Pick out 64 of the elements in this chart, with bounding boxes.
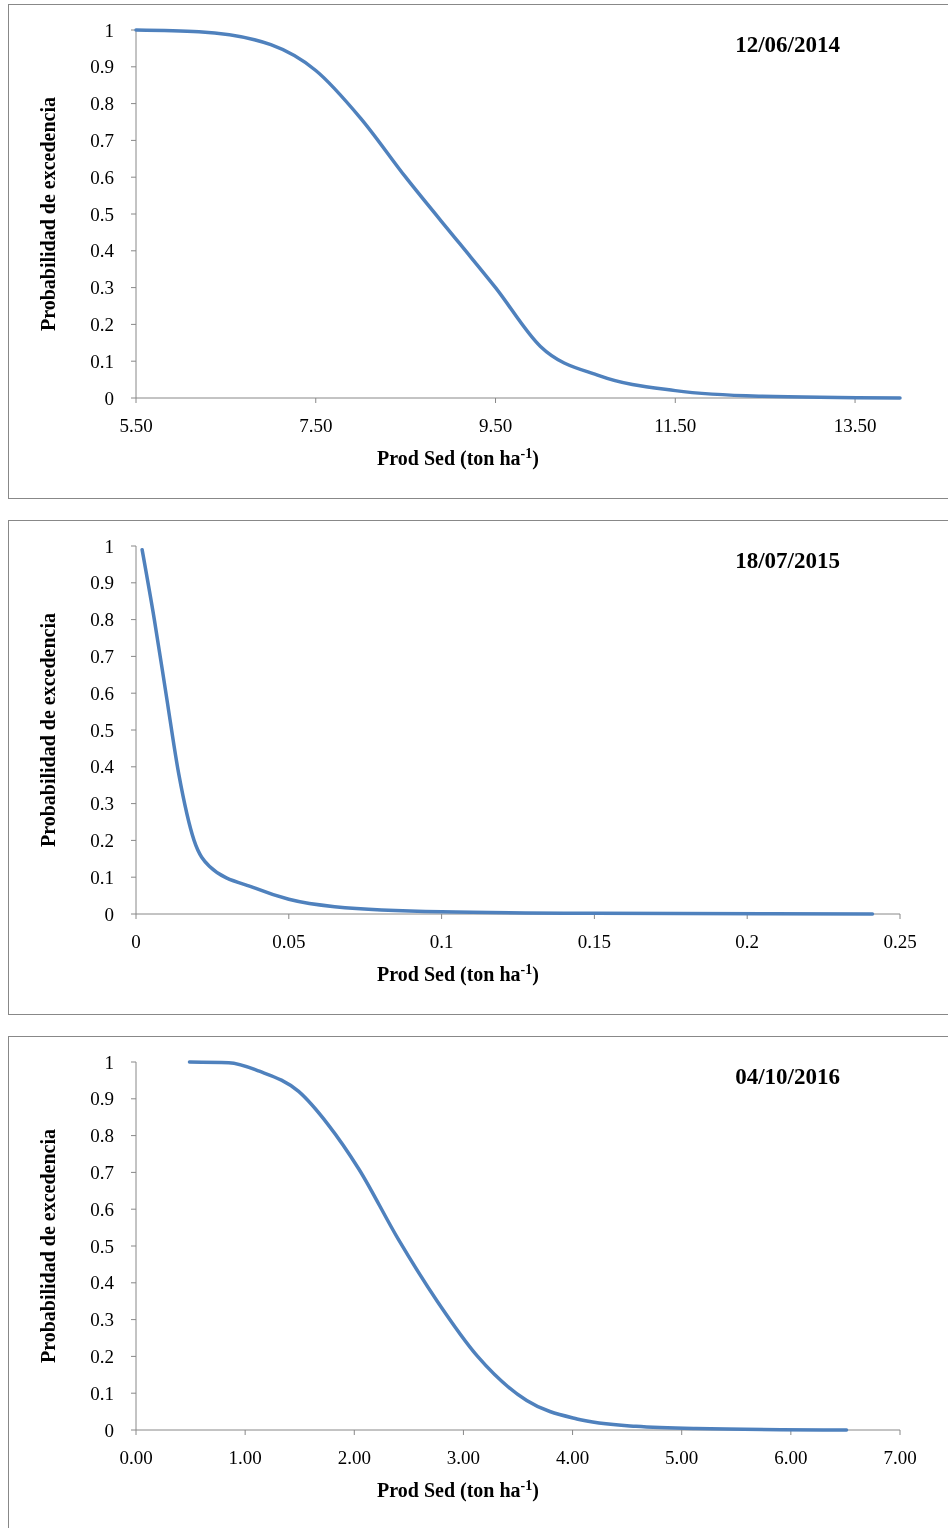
x-tick-label: 9.50: [478, 415, 513, 436]
x-tick-label: 0.00: [119, 1447, 153, 1468]
y-tick-label: 0.3: [90, 793, 114, 815]
y-tick-label: 0.9: [90, 572, 114, 594]
y-tick-label: 0.9: [90, 56, 114, 78]
line-series: [134, 28, 902, 400]
y-tick-label: 0.5: [90, 719, 114, 741]
y-tick-label: 0: [104, 387, 114, 409]
y-tick-label: 0.8: [90, 609, 114, 631]
y-tick-label: 0.7: [90, 646, 114, 668]
x-tick-label: 0.05: [272, 931, 306, 952]
y-tick-label: 0.7: [90, 1162, 114, 1184]
y-axis-title: Probabilidad de excedencia: [37, 96, 59, 332]
y-tick-label: 0: [104, 903, 114, 925]
x-tick-label: 2.00: [337, 1447, 371, 1468]
x-tick-label: 0.25: [883, 931, 917, 952]
y-tick-label: 0.1: [90, 866, 114, 888]
y-tick-label: 1: [104, 19, 114, 41]
y-tick-label: 0.1: [90, 1382, 114, 1404]
x-tick-label: 11.50: [654, 415, 697, 436]
x-tick-label: 0.15: [577, 931, 612, 952]
x-tick-label: 0: [131, 931, 141, 952]
y-tick-label: 0.6: [90, 682, 114, 704]
y-tick-label: 0.6: [90, 166, 114, 188]
y-tick-label: 0.8: [90, 93, 114, 115]
x-tick-label: 13.50: [833, 415, 877, 436]
y-axis-title: Probabilidad de excedencia: [37, 1128, 59, 1364]
y-tick-label: 0.2: [90, 830, 114, 852]
x-tick-label: 0.1: [429, 931, 454, 952]
x-tick-label: 7.00: [883, 1447, 917, 1468]
y-tick-label: 0.2: [90, 1346, 114, 1368]
y-tick-label: 0.4: [90, 756, 115, 778]
x-tick-label: 5.00: [665, 1447, 699, 1468]
y-tick-label: 0.4: [90, 240, 115, 262]
y-tick-label: 1: [104, 535, 114, 557]
y-tick-label: 0.2: [90, 314, 114, 336]
x-axis-title: Prod Sed (ton ha$^{-1}$): [377, 445, 539, 470]
chart-title: 12/06/2014: [735, 32, 841, 57]
y-tick-label: 0.5: [90, 203, 114, 225]
x-tick-label: 3.00: [446, 1447, 481, 1468]
y-tick-label: 1: [104, 1051, 114, 1073]
line-series: [187, 1060, 849, 1432]
x-tick-label: 7.50: [299, 415, 333, 436]
y-tick-label: 0.4: [90, 1272, 115, 1294]
x-tick-label: 1.00: [228, 1447, 262, 1468]
x-axis-title: Prod Sed (ton ha$^{-1}$): [377, 1477, 539, 1502]
line-series: [140, 547, 875, 916]
x-tick-label: 0.2: [735, 931, 760, 952]
x-tick-label: 6.00: [774, 1447, 808, 1468]
x-tick-label: 4.00: [555, 1447, 590, 1468]
chart-title: 18/07/2015: [735, 548, 840, 573]
y-tick-label: 0: [104, 1419, 114, 1441]
y-tick-label: 0.6: [90, 1198, 114, 1220]
x-axis-title: Prod Sed (ton ha$^{-1}$): [377, 961, 539, 986]
x-tick-label: 5.50: [119, 415, 153, 436]
y-tick-label: 0.3: [90, 1309, 114, 1331]
y-tick-label: 0.8: [90, 1125, 114, 1147]
chart-title: 04/10/2016: [735, 1064, 840, 1089]
y-tick-label: 0.3: [90, 277, 114, 299]
y-axis-title: Probabilidad de excedencia: [37, 612, 59, 848]
y-tick-label: 0.1: [90, 350, 114, 372]
y-tick-label: 0.9: [90, 1088, 114, 1110]
y-tick-label: 0.7: [90, 130, 114, 152]
y-tick-label: 0.5: [90, 1235, 114, 1257]
